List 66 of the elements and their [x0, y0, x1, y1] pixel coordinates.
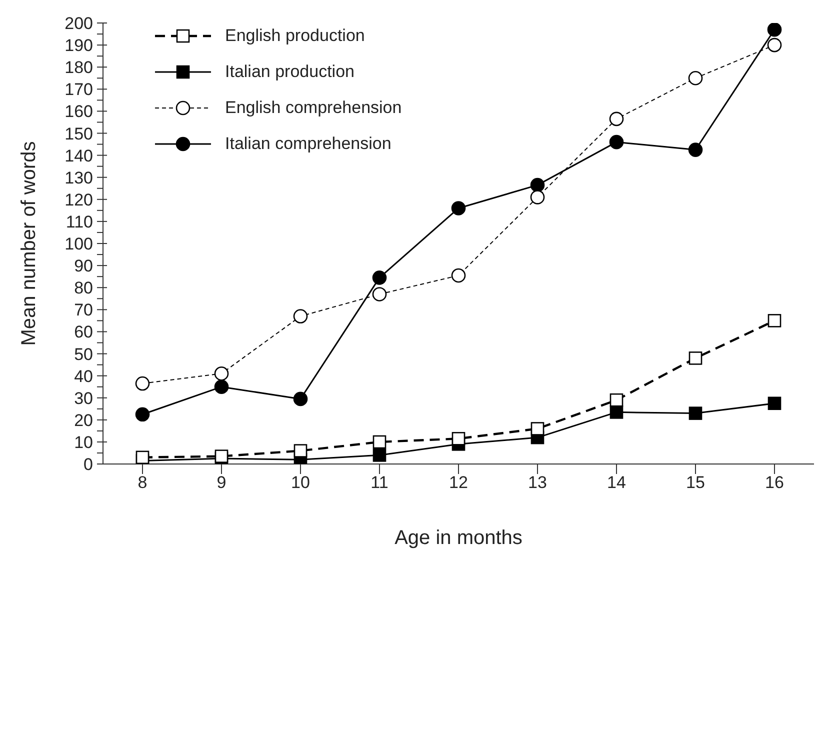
point	[688, 142, 703, 157]
y-tick-label: 120	[64, 190, 93, 210]
point	[135, 407, 150, 422]
point	[768, 314, 782, 328]
legend-label: English comprehension	[225, 98, 402, 118]
point	[372, 448, 386, 462]
point	[768, 396, 782, 410]
x-tick-label: 11	[370, 473, 388, 492]
point	[294, 444, 308, 458]
point	[293, 309, 308, 324]
y-tick-label: 40	[74, 366, 93, 386]
y-tick-label: 190	[64, 36, 93, 56]
y-tick-label: 170	[64, 80, 93, 100]
point	[530, 178, 545, 192]
point	[214, 366, 229, 381]
point	[767, 38, 782, 52]
point	[610, 393, 624, 407]
point	[214, 380, 229, 394]
point	[372, 287, 387, 302]
point	[372, 270, 387, 285]
x-tick-label: 8	[138, 473, 148, 492]
point	[688, 70, 703, 86]
point	[452, 432, 466, 446]
y-tick-label: 20	[74, 410, 93, 430]
y-tick-label: 90	[74, 256, 93, 276]
point	[451, 268, 466, 283]
y-tick-label: 130	[64, 168, 93, 188]
y-tick-label: 70	[74, 300, 93, 320]
y-tick-label: 80	[74, 278, 93, 298]
x-tick-label: 16	[765, 473, 784, 492]
y-tick-label: 150	[64, 124, 93, 144]
y-axis-title: Mean number of words	[18, 141, 40, 346]
y-tick-label: 140	[64, 146, 93, 166]
legend-label: Italian comprehension	[225, 134, 392, 154]
legend-label: Italian production	[225, 62, 354, 82]
point	[135, 376, 150, 391]
point	[688, 352, 702, 365]
y-tick-label: 30	[74, 388, 93, 408]
x-tick-label: 10	[291, 473, 310, 492]
y-tick-label: 0	[84, 455, 93, 474]
y-tick-label: 60	[74, 322, 93, 342]
x-axis-title: Age in months	[394, 527, 522, 549]
y-tick-label: 10	[74, 432, 93, 452]
y-tick-label: 100	[64, 234, 93, 254]
y-tick-label: 160	[64, 102, 93, 122]
point	[451, 201, 466, 216]
x-tick-label: 13	[528, 473, 547, 492]
legend-label: English production	[225, 26, 365, 46]
x-tick-label: 9	[216, 473, 226, 492]
point	[530, 190, 545, 204]
point	[530, 422, 544, 436]
point	[610, 406, 624, 419]
point	[688, 406, 702, 420]
y-tick-label: 200	[64, 14, 93, 33]
point	[609, 112, 624, 126]
point	[767, 23, 782, 37]
y-tick-label: 180	[64, 58, 93, 78]
x-tick-label: 12	[449, 473, 468, 492]
point	[609, 134, 624, 150]
y-tick-label: 110	[66, 212, 93, 232]
point	[136, 450, 150, 464]
y-tick-label: 50	[74, 344, 93, 364]
point	[293, 392, 308, 406]
x-tick-label: 14	[607, 473, 626, 492]
point	[372, 435, 386, 449]
x-tick-label: 15	[686, 473, 705, 492]
